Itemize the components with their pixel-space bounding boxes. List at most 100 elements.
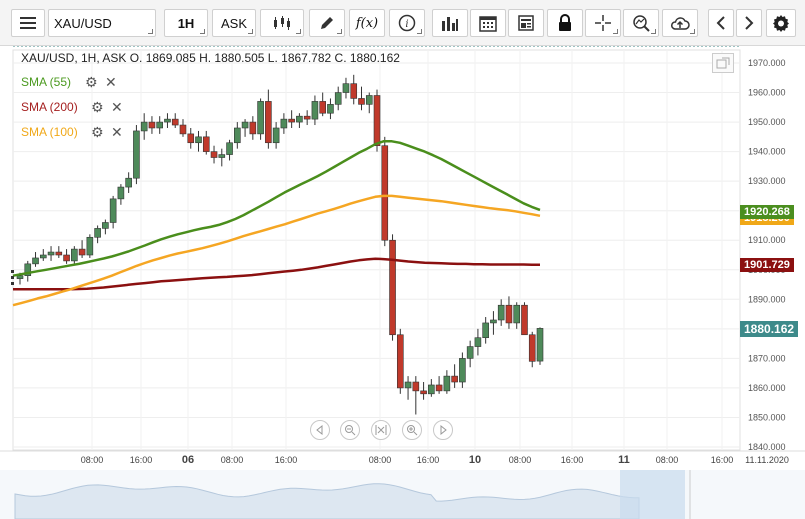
- crosshair-button[interactable]: [585, 9, 621, 37]
- price-tag-last: 1880.162: [740, 321, 799, 337]
- y-tick-label: 1890.000: [748, 294, 786, 304]
- candle-body: [459, 358, 466, 383]
- candle-body: [39, 254, 47, 259]
- candle-body: [474, 337, 482, 347]
- info-icon: i: [398, 14, 416, 32]
- candle-body: [241, 121, 249, 129]
- timeframe-caret-icon: [200, 29, 205, 34]
- x-tick-label: 16:00: [130, 455, 153, 465]
- settings-button[interactable]: [766, 9, 796, 37]
- candle-body: [94, 228, 101, 238]
- candle-body: [334, 92, 342, 105]
- price-type-caret-icon: [248, 29, 253, 34]
- triangle-right-icon: [440, 425, 447, 435]
- calendar-icon: [479, 16, 497, 32]
- candle-body: [63, 254, 70, 262]
- legend-label: SMA (200): [21, 100, 78, 114]
- candle-body: [350, 83, 358, 99]
- calendar-button[interactable]: [470, 9, 506, 37]
- x-tick-label: 08:00: [81, 455, 104, 465]
- indicators-button[interactable]: f(x): [349, 9, 385, 37]
- y-tick-label: 1930.000: [748, 176, 786, 186]
- candle-body: [16, 275, 24, 279]
- gear-icon: [773, 15, 789, 32]
- scroll-back-button[interactable]: [310, 420, 330, 440]
- chevron-left-icon: [716, 16, 725, 30]
- candle-body: [257, 101, 264, 135]
- news-button[interactable]: [508, 9, 544, 37]
- draw-caret-icon: [337, 29, 342, 34]
- reset-zoom-button[interactable]: [371, 420, 391, 440]
- symbol-selector[interactable]: XAU/USD: [48, 9, 156, 37]
- chart-type-button[interactable]: [260, 9, 304, 37]
- info-button[interactable]: i: [389, 9, 425, 37]
- candle-body: [164, 118, 171, 123]
- legend-sma-55[interactable]: SMA (55) ⚙ ✕: [21, 74, 117, 90]
- gear-icon[interactable]: ⚙: [91, 124, 104, 140]
- candle-body: [521, 304, 528, 336]
- x-tick-label: 11: [618, 454, 630, 466]
- scroll-right-button[interactable]: [736, 9, 762, 37]
- drag-handle[interactable]: [11, 282, 14, 285]
- sma-100-line: [12, 194, 541, 307]
- drag-handle[interactable]: [11, 276, 14, 279]
- volume-button[interactable]: [432, 9, 468, 37]
- toolbar: XAU/USD 1H ASK f(x) i: [0, 0, 805, 46]
- menu-button[interactable]: [11, 9, 45, 37]
- candle-body: [536, 328, 544, 362]
- y-tick-label: 1940.000: [748, 147, 786, 157]
- legend-sma-100[interactable]: SMA (100) ⚙ ✕: [21, 124, 123, 140]
- chart-type-caret-icon: [296, 29, 301, 34]
- zoom-out-button[interactable]: [340, 420, 360, 440]
- gear-icon[interactable]: ⚙: [91, 99, 104, 115]
- info-caret-icon: [417, 29, 422, 34]
- legend-label: SMA (100): [21, 125, 78, 139]
- lock-button[interactable]: [547, 9, 583, 37]
- close-icon[interactable]: ✕: [105, 74, 117, 90]
- gear-icon[interactable]: ⚙: [85, 74, 98, 90]
- zoom-in-icon: [407, 425, 418, 436]
- symbol-caret-icon: [148, 29, 153, 34]
- lock-icon: [559, 14, 571, 31]
- close-icon[interactable]: ✕: [111, 99, 123, 115]
- candle-body: [428, 384, 435, 395]
- timeframe-selector[interactable]: 1H: [164, 9, 208, 37]
- candle-body: [195, 136, 202, 144]
- draw-tool-button[interactable]: [309, 9, 345, 37]
- candle-body: [396, 334, 404, 389]
- y-tick-label: 1870.000: [748, 353, 786, 363]
- candle-body: [86, 236, 94, 256]
- svg-text:i: i: [405, 19, 408, 30]
- candle-body: [373, 95, 381, 147]
- zoom-out-icon: [345, 425, 356, 436]
- candle-body: [482, 322, 489, 339]
- y-tick-label: 1860.000: [748, 383, 786, 393]
- popout-button[interactable]: [712, 53, 734, 73]
- pencil-icon: [321, 17, 333, 29]
- drag-handle[interactable]: [11, 270, 14, 273]
- scroll-left-button[interactable]: [708, 9, 734, 37]
- price-tag-sma200: 1901.729: [740, 258, 794, 272]
- price-chart[interactable]: 1970.000 1960.000 1950.000 1940.000 1930.000…: [0, 46, 805, 519]
- candle-body: [497, 304, 505, 321]
- sma-200-line: [13, 257, 540, 291]
- candle-body: [288, 118, 295, 123]
- candle-body: [443, 375, 451, 392]
- price-type-selector[interactable]: ASK: [212, 9, 256, 37]
- y-tick-label: 1910.000: [748, 235, 786, 245]
- navigator-window[interactable]: [620, 470, 685, 519]
- close-icon[interactable]: ✕: [111, 124, 123, 140]
- price-tag-sma55: 1920.268: [740, 205, 794, 219]
- candle-body: [505, 304, 513, 324]
- y-tick-label: 1950.000: [748, 117, 786, 127]
- legend-sma-200[interactable]: SMA (200) ⚙ ✕: [21, 99, 123, 115]
- zoom-in-button[interactable]: [402, 420, 422, 440]
- crosshair-icon: [595, 15, 611, 31]
- upload-button[interactable]: [662, 9, 698, 37]
- zoom-button[interactable]: [623, 9, 659, 37]
- x-tick-label: 10: [469, 454, 481, 466]
- scroll-forward-button[interactable]: [433, 420, 453, 440]
- candle-body: [490, 319, 497, 324]
- candle-body: [148, 121, 156, 129]
- candle-body: [327, 104, 334, 114]
